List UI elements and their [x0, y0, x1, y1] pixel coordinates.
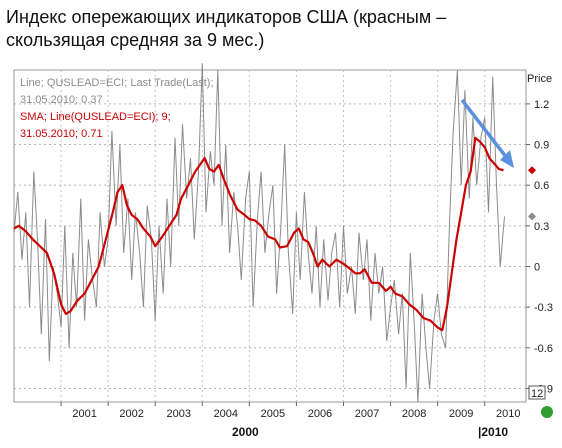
x-axis-major-label-2000: 2000	[232, 425, 259, 439]
sma-last-value-marker	[528, 166, 536, 175]
x-tick-label: 2005	[261, 408, 285, 420]
y-tick-label: 1.2	[534, 99, 549, 111]
chart-title: Индекс опережающих индикаторов США (крас…	[6, 7, 447, 50]
y-tick-label: 0.9	[534, 140, 549, 152]
y-axis-ticks: 1.20.90.60.30-0.3-0.6-0.9	[526, 99, 553, 395]
x-tick-label: 2004	[214, 408, 238, 420]
legend-sma-line1: SMA; Line(QUSLEAD=ECI); 9;	[20, 111, 171, 123]
legend-raw-line2: 31.05.2010; 0.37	[20, 94, 103, 106]
trend-arrow-shaft	[460, 98, 512, 164]
y-tick-label: 0	[534, 261, 540, 273]
x-tick-label: 2003	[167, 408, 191, 420]
trend-arrow-head	[500, 150, 514, 168]
x-axis-major-label-2010: |2010	[478, 425, 508, 439]
horizontal-gridlines	[14, 103, 526, 389]
x-axis-ticks: 2001 2002 2003 2004 2005 2006 2007 2008 2009 2010	[60, 402, 520, 420]
x-tick-label: 2002	[119, 408, 143, 420]
x-tick-label: 2006	[308, 408, 332, 420]
y-tick-label: 0.3	[534, 221, 549, 233]
x-tick-label: 2010	[496, 408, 520, 420]
sma-series-group	[13, 136, 504, 332]
legend-sma-line2: 31.05.2010; 0.71	[20, 128, 103, 140]
sma-series-line	[13, 136, 504, 332]
interval-box[interactable]	[528, 385, 546, 400]
raw-last-value-marker	[528, 212, 536, 221]
raw-series-line	[13, 63, 505, 403]
status-dot[interactable]	[541, 406, 553, 418]
x-tick-label: 2008	[402, 408, 426, 420]
interval-box-label: 12	[531, 388, 543, 400]
vertical-gridlines	[60, 70, 486, 402]
x-tick-label: 2007	[355, 408, 379, 420]
y-tick-label: -0.6	[534, 343, 553, 355]
x-tick-label: 2009	[449, 408, 473, 420]
y-tick-label: 0.6	[534, 180, 549, 192]
y-axis-title: Price	[527, 73, 552, 85]
y-tick-label: -0.3	[534, 302, 553, 314]
raw-series-group	[13, 63, 505, 403]
legend-raw-line1: Line; QUSLEAD=ECI; Last Trade(Last);	[20, 77, 214, 89]
x-tick-label: 2001	[72, 408, 96, 420]
